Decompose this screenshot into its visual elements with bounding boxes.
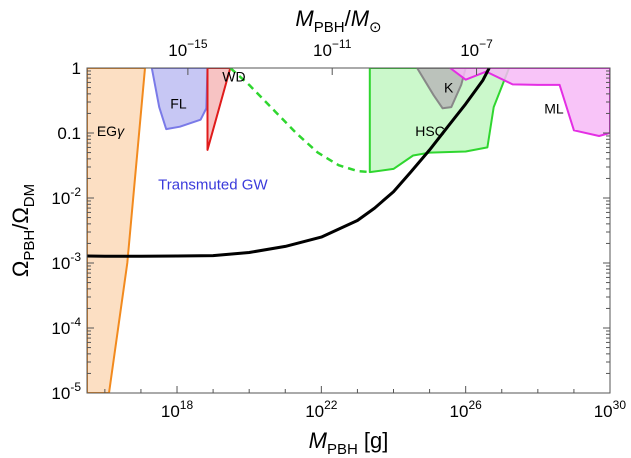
x-tick-label: 1026 <box>450 398 483 421</box>
region-labels: EGγ FL WD HSC K ML Transmuted GW <box>97 68 564 193</box>
axis-titles: MPBH [g] MPBH/M⊙ ΩPBH/ΩDM <box>8 6 388 458</box>
top-axis-title: MPBH/M⊙ <box>295 6 381 36</box>
x-tick-label: 1022 <box>305 398 338 421</box>
region-label-wd: WD <box>222 68 245 84</box>
top-tick-label: 10−11 <box>313 37 352 60</box>
axis-ticks: 1018 1022 1026 1030 10−15 10−11 10−7 1 0.1 10-2 10… <box>51 37 626 421</box>
region-wd <box>206 68 232 151</box>
plot-border <box>86 67 611 394</box>
x-tick-label: 1030 <box>594 398 627 421</box>
top-tick-label: 10−15 <box>168 37 208 60</box>
region-eg <box>87 68 146 393</box>
series-line-transmuted-gw <box>87 68 491 258</box>
region-label-hsc: HSC <box>415 123 445 139</box>
y-tick-label: 10-5 <box>51 380 81 403</box>
region-ml <box>449 68 610 137</box>
series-label-transmuted-gw: Transmuted GW <box>158 177 268 194</box>
plot-frame <box>86 67 611 394</box>
series-line-projection <box>229 68 370 174</box>
y-tick-label: 1 <box>72 59 81 78</box>
x-axis-title: MPBH [g] <box>309 428 389 458</box>
y-tick-label: 0.1 <box>57 124 81 143</box>
top-tick-label: 10−7 <box>460 37 493 60</box>
region-label-eg: EGγ <box>97 123 125 139</box>
region-label-ml: ML <box>544 100 564 116</box>
constraint-regions <box>87 68 610 393</box>
y-tick-label: 10-4 <box>51 315 81 338</box>
y-tick-label: 10-2 <box>51 185 81 208</box>
region-k <box>416 68 467 110</box>
region-label-k: K <box>444 79 454 95</box>
x-tick-label: 1018 <box>161 398 194 421</box>
curves <box>87 68 491 258</box>
region-label-fl: FL <box>170 95 187 111</box>
y-axis-title: ΩPBH/ΩDM <box>8 184 38 277</box>
y-tick-label: 10-3 <box>51 250 81 273</box>
